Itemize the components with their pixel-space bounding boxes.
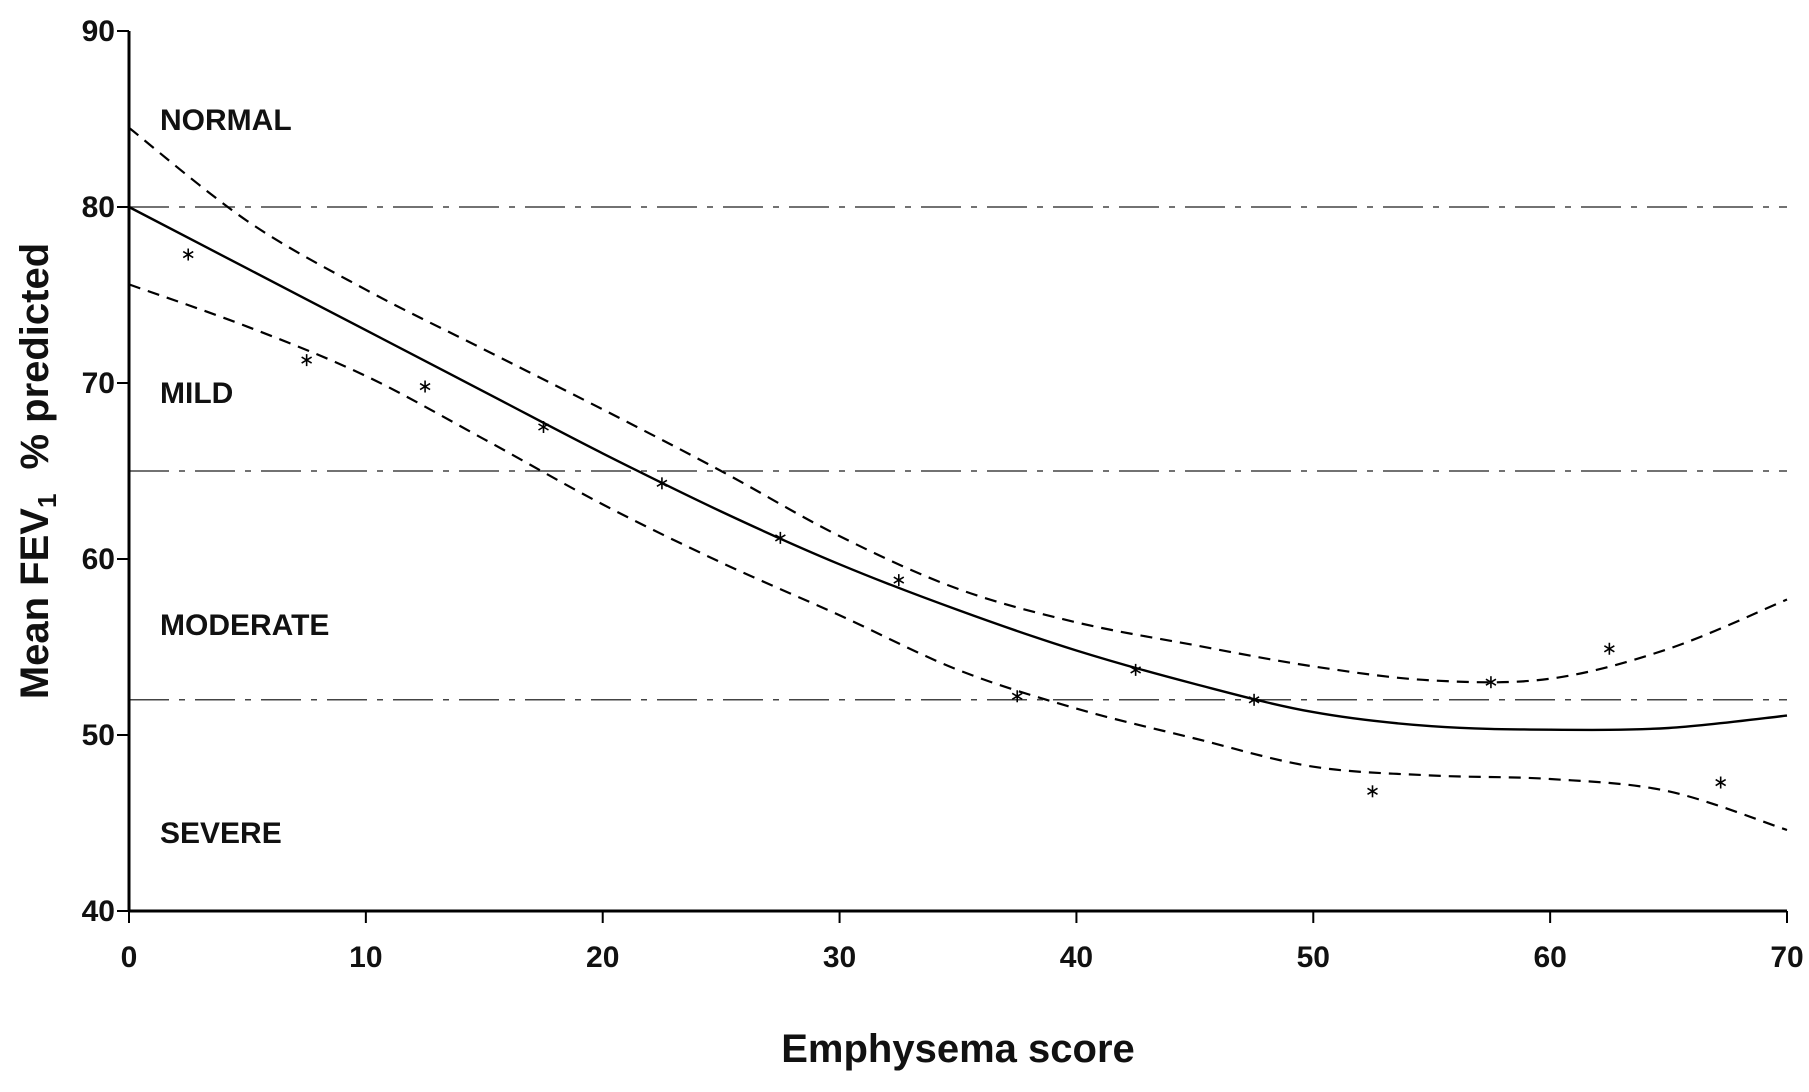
- band-label: MILD: [160, 377, 233, 410]
- data-point: [1130, 663, 1142, 676]
- data-point-stroke: [1248, 696, 1260, 704]
- data-point: [1248, 693, 1260, 706]
- data-point-stroke: [419, 382, 431, 391]
- band-label: MODERATE: [160, 609, 329, 642]
- y-axis-title-main: Mean FEV: [13, 508, 57, 699]
- ticks: 40 50 60 70 80 90 0 10 20 30 40 50 60 70: [82, 15, 1804, 974]
- x-tick-label: 50: [1297, 941, 1330, 974]
- data-point-stroke: [301, 356, 313, 364]
- data-point-stroke: [893, 576, 905, 584]
- x-tick-label: 10: [349, 941, 382, 974]
- band-labels: NORMAL MILD MODERATE SEVERE: [160, 104, 329, 850]
- y-tick-label: 40: [82, 895, 115, 928]
- data-point-stroke: [1011, 692, 1023, 700]
- y-axis-title-suffix: % predicted: [13, 243, 57, 470]
- data-point-stroke: [1715, 778, 1727, 787]
- series-line: [128, 205, 1788, 732]
- y-tick-label: 90: [82, 15, 115, 48]
- x-axis-title: Emphysema score: [781, 1027, 1135, 1071]
- band-label: SEVERE: [160, 817, 282, 850]
- x-tick-label: 0: [121, 941, 138, 974]
- data-point-stroke: [182, 250, 194, 259]
- data-point: [182, 248, 194, 261]
- data-point-stroke: [1367, 787, 1378, 796]
- data-point: [1011, 690, 1023, 703]
- data-point: [1485, 676, 1497, 689]
- y-tick-label: 50: [82, 719, 115, 752]
- axes: [127, 31, 1787, 913]
- y-axis-title: Mean FEV1 % predicted: [13, 243, 62, 699]
- data-point: [419, 380, 431, 393]
- y-axis-title-subscript: 1: [32, 494, 62, 508]
- band-label: NORMAL: [160, 104, 292, 137]
- data-point-stroke: [538, 423, 549, 431]
- series-line-dashed: [128, 283, 1788, 832]
- data-point: [538, 421, 549, 433]
- x-tick-label: 70: [1770, 941, 1803, 974]
- data-point: [301, 354, 313, 367]
- data-point: [1367, 785, 1378, 798]
- data-point-stroke: [1485, 678, 1497, 686]
- x-tick-label: 30: [823, 941, 856, 974]
- y-tick-label: 80: [82, 191, 115, 224]
- x-tick-label: 40: [1060, 941, 1093, 974]
- threshold-lines: [129, 206, 1787, 701]
- data-point: [774, 531, 786, 544]
- y-tick-label: 60: [82, 543, 115, 576]
- data-point: [893, 574, 905, 587]
- x-tick-label: 60: [1533, 941, 1566, 974]
- series-group: [128, 126, 1788, 832]
- data-point: [656, 477, 668, 490]
- data-point-stroke: [774, 534, 786, 542]
- data-point-stroke: [1130, 666, 1142, 674]
- data-point-stroke: [656, 479, 668, 488]
- data-point: [1715, 776, 1727, 789]
- y-tick-label: 70: [82, 367, 115, 400]
- series-line-dashed: [128, 126, 1788, 684]
- data-point: [1603, 642, 1615, 655]
- data-point-stroke: [1603, 645, 1615, 653]
- x-tick-label: 20: [586, 941, 619, 974]
